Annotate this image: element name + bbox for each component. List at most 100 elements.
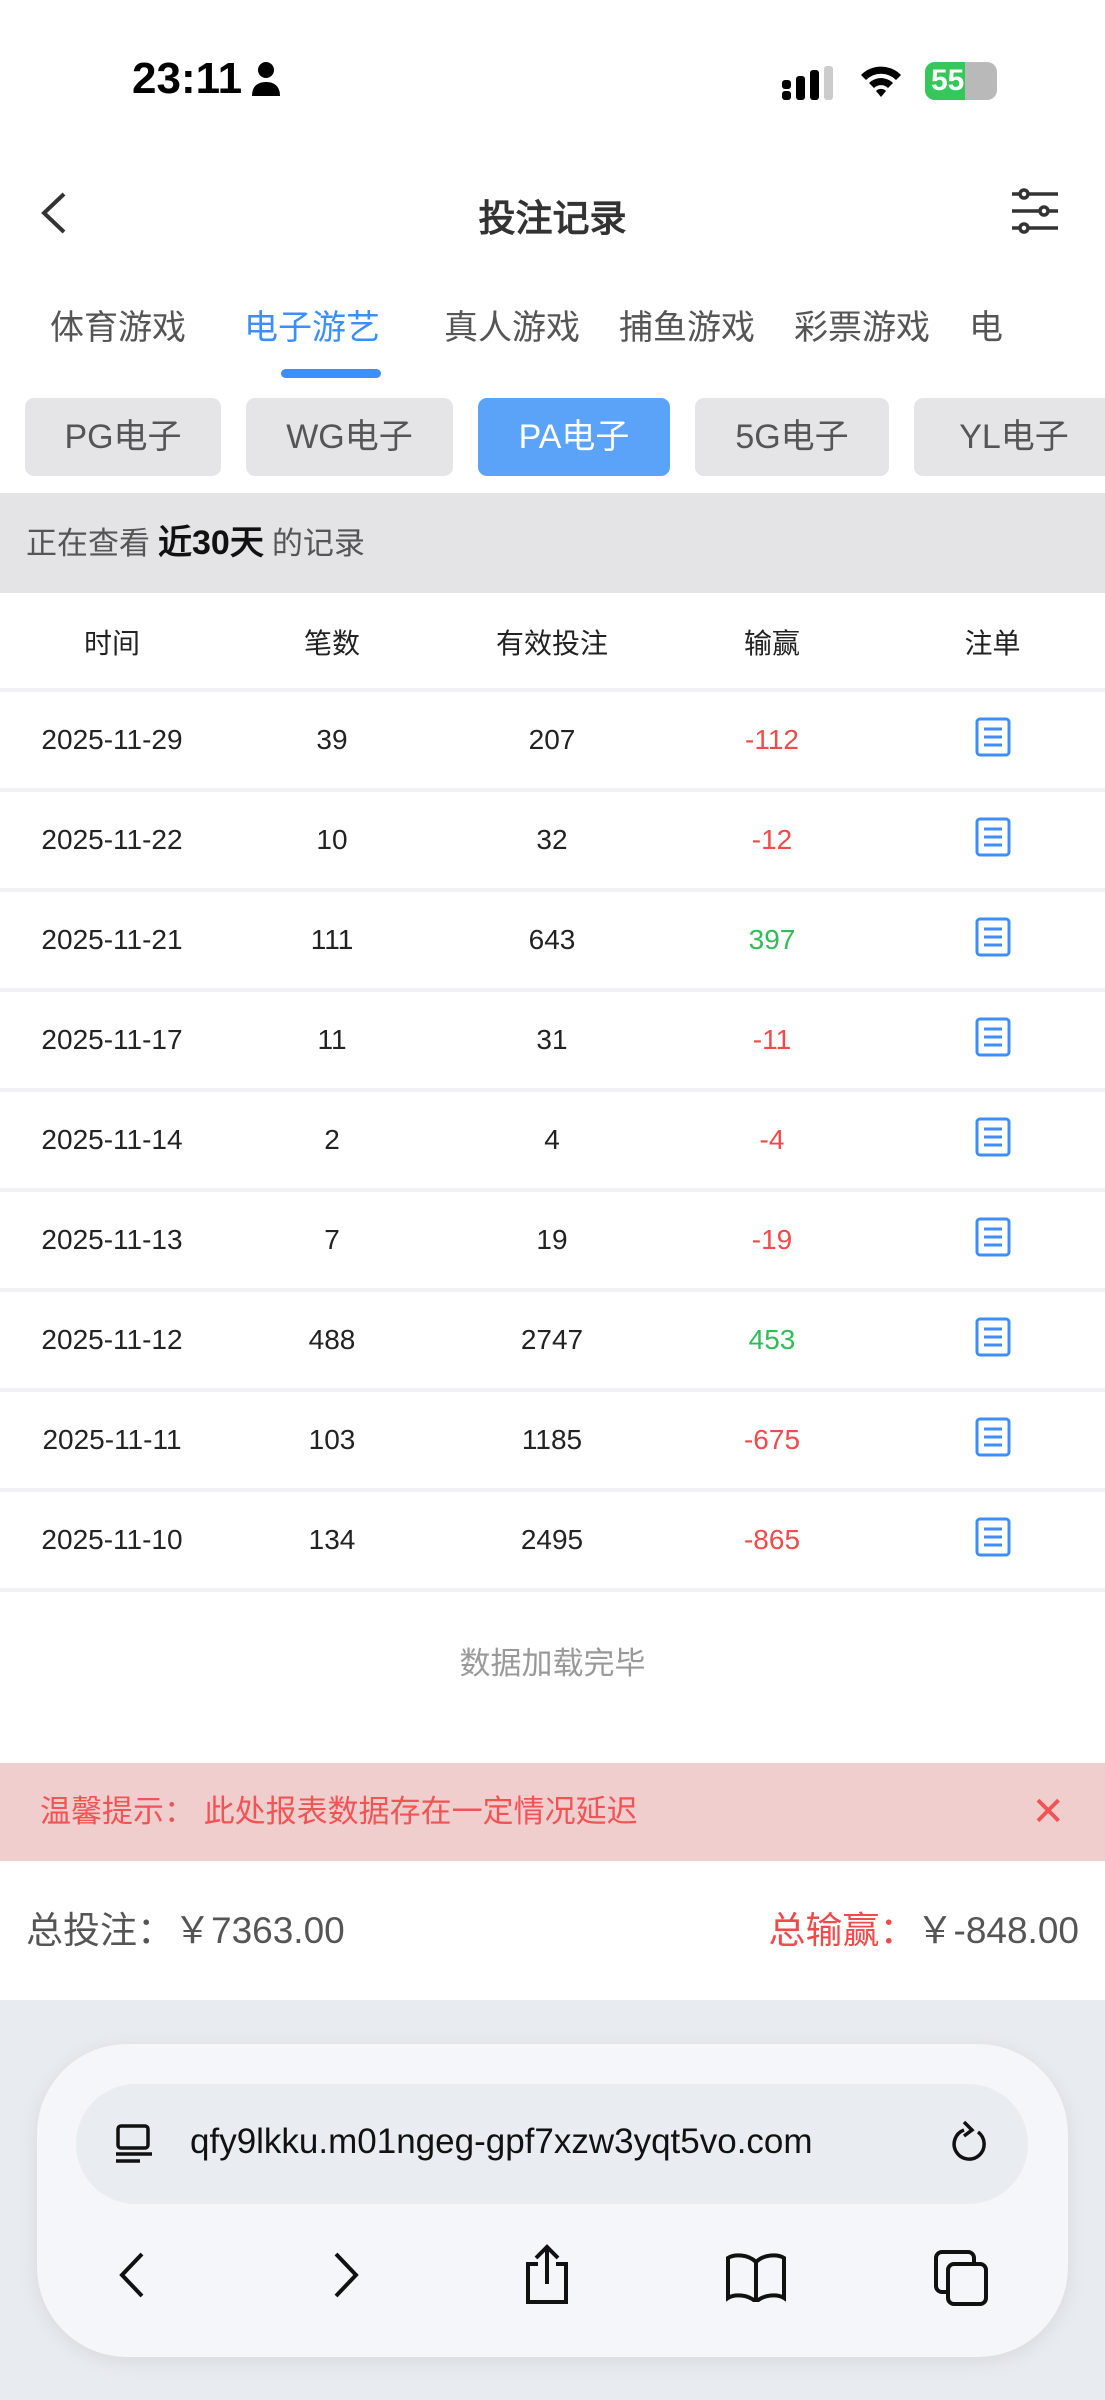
- wifi-icon: [861, 66, 901, 97]
- bet-slip-button[interactable]: [880, 717, 1105, 764]
- row-count: 134: [308, 1524, 356, 1555]
- document-icon[interactable]: [975, 1517, 1011, 1557]
- records-table: 时间 笔数 有效投注 输赢 注单 2025-11-29 39 207 -112 2025…: [0, 595, 1105, 1592]
- share-icon[interactable]: [522, 2244, 572, 2306]
- load-complete-text: 数据加载完毕: [459, 1646, 646, 1681]
- total-bet-value: ￥7363.00: [174, 1910, 345, 1951]
- document-icon[interactable]: [975, 1117, 1011, 1157]
- chip-pa[interactable]: PA电子: [478, 398, 670, 476]
- reload-icon[interactable]: [950, 2120, 990, 2166]
- filter-settings-icon[interactable]: [1010, 188, 1060, 234]
- document-icon[interactable]: [975, 817, 1011, 857]
- total-bet-label: 总投注：: [26, 1910, 174, 1951]
- bet-slip-button[interactable]: [880, 917, 1105, 964]
- total-win-value: ￥-848.00: [916, 1910, 1080, 1951]
- tab-live[interactable]: 真人游戏: [444, 309, 580, 347]
- row-valid-bet: 207: [528, 724, 576, 755]
- range-value[interactable]: 近30天: [158, 524, 264, 562]
- row-count: 39: [316, 724, 348, 755]
- total-win-label: 总输赢：: [768, 1910, 917, 1951]
- row-date: 2025-11-21: [41, 924, 183, 955]
- tabs-icon[interactable]: [932, 2248, 992, 2308]
- row-win-loss: 453: [748, 1324, 796, 1355]
- battery-indicator: 55: [925, 62, 997, 100]
- tab-electronic[interactable]: 电子游艺: [244, 309, 380, 347]
- category-tabs: 体育游戏 电子游艺 真人游戏 捕鱼游戏 彩票游戏 电: [0, 300, 1105, 360]
- row-valid-bet: 2747: [520, 1324, 584, 1355]
- header-win-loss: 输赢: [743, 627, 800, 659]
- row-valid-bet: 4: [544, 1124, 560, 1155]
- bet-slip-button[interactable]: [880, 817, 1105, 864]
- row-win-loss: 397: [748, 924, 796, 955]
- tab-lottery[interactable]: 彩票游戏: [794, 309, 930, 347]
- bet-slip-button[interactable]: [880, 1317, 1105, 1364]
- person-icon: [252, 62, 280, 96]
- address-bar[interactable]: [76, 2084, 1028, 2204]
- row-win-loss: -865: [743, 1524, 801, 1555]
- row-count: 7: [324, 1224, 340, 1255]
- row-count: 103: [308, 1424, 356, 1455]
- row-win-loss: -12: [751, 824, 793, 855]
- table-row: 2025-11-11 103 1185 -675: [0, 1392, 1105, 1492]
- row-date: 2025-11-29: [41, 724, 183, 755]
- row-win-loss: -19: [751, 1224, 793, 1255]
- table-row: 2025-11-10 134 2495 -865: [0, 1492, 1105, 1592]
- row-date: 2025-11-17: [41, 1024, 183, 1055]
- bet-slip-button[interactable]: [880, 1017, 1105, 1064]
- date-range-banner: 正在查看 近30天 的记录: [0, 493, 1105, 593]
- chip-pg[interactable]: PG电子: [25, 398, 221, 476]
- row-valid-bet: 32: [536, 824, 568, 855]
- close-icon[interactable]: ✕: [1031, 1790, 1065, 1834]
- bet-slip-button[interactable]: [880, 1517, 1105, 1564]
- row-count: 111: [310, 924, 354, 955]
- row-date: 2025-11-10: [41, 1524, 183, 1555]
- provider-chips: PG电子 WG电子 PA电子 5G电子 YL电子: [0, 398, 1105, 476]
- row-date: 2025-11-11: [42, 1424, 182, 1455]
- table-row: 2025-11-21 111 643 397: [0, 892, 1105, 992]
- row-date: 2025-11-14: [41, 1124, 183, 1155]
- document-icon[interactable]: [975, 717, 1011, 757]
- row-count: 11: [317, 1024, 347, 1055]
- back-icon[interactable]: [36, 190, 72, 236]
- page-title: 投注记录: [478, 198, 627, 239]
- range-suffix: 的记录: [271, 526, 365, 561]
- table-header: 时间 笔数 有效投注 输赢 注单: [0, 595, 1105, 692]
- clock: 23:11: [132, 54, 243, 103]
- page-menu-icon[interactable]: [114, 2124, 154, 2164]
- active-tab-indicator: [281, 369, 381, 378]
- row-win-loss: -675: [743, 1424, 801, 1455]
- bet-slip-button[interactable]: [880, 1217, 1105, 1264]
- document-icon[interactable]: [975, 1017, 1011, 1057]
- bookmarks-icon[interactable]: [724, 2252, 788, 2302]
- header-count: 笔数: [303, 627, 360, 659]
- row-count: 488: [308, 1324, 356, 1355]
- browser-back-icon[interactable]: [112, 2250, 152, 2300]
- table-row: 2025-11-17 11 31 -11: [0, 992, 1105, 1092]
- row-valid-bet: 19: [536, 1224, 568, 1255]
- document-icon[interactable]: [975, 1217, 1011, 1257]
- header-valid-bet: 有效投注: [495, 627, 608, 659]
- tab-fishing[interactable]: 捕鱼游戏: [619, 309, 755, 347]
- row-valid-bet: 643: [528, 924, 576, 955]
- warning-text: 温馨提示： 此处报表数据存在一定情况延迟: [40, 1794, 638, 1829]
- table-row: 2025-11-22 10 32 -12: [0, 792, 1105, 892]
- bet-slip-button[interactable]: [880, 1417, 1105, 1464]
- row-valid-bet: 31: [536, 1024, 568, 1055]
- chip-yl[interactable]: YL电子: [914, 398, 1105, 476]
- url-text[interactable]: qfy9lkku.m01ngeg-gpf7xzw3yqt5vo.com: [190, 2122, 813, 2161]
- document-icon[interactable]: [975, 917, 1011, 957]
- row-win-loss: -4: [759, 1124, 785, 1155]
- tab-sports[interactable]: 体育游戏: [50, 309, 186, 347]
- document-icon[interactable]: [975, 1317, 1011, 1357]
- tab-more[interactable]: 电: [969, 309, 1003, 347]
- table-row: 2025-11-13 7 19 -19: [0, 1192, 1105, 1292]
- range-prefix: 正在查看: [26, 526, 150, 561]
- chip-5g[interactable]: 5G电子: [695, 398, 889, 476]
- signal-icon: [782, 66, 833, 100]
- document-icon[interactable]: [975, 1417, 1011, 1457]
- bet-slip-button[interactable]: [880, 1117, 1105, 1164]
- row-win-loss: -112: [745, 724, 799, 755]
- row-valid-bet: 2495: [520, 1524, 584, 1555]
- browser-forward-icon[interactable]: [326, 2250, 366, 2300]
- chip-wg[interactable]: WG电子: [246, 398, 453, 476]
